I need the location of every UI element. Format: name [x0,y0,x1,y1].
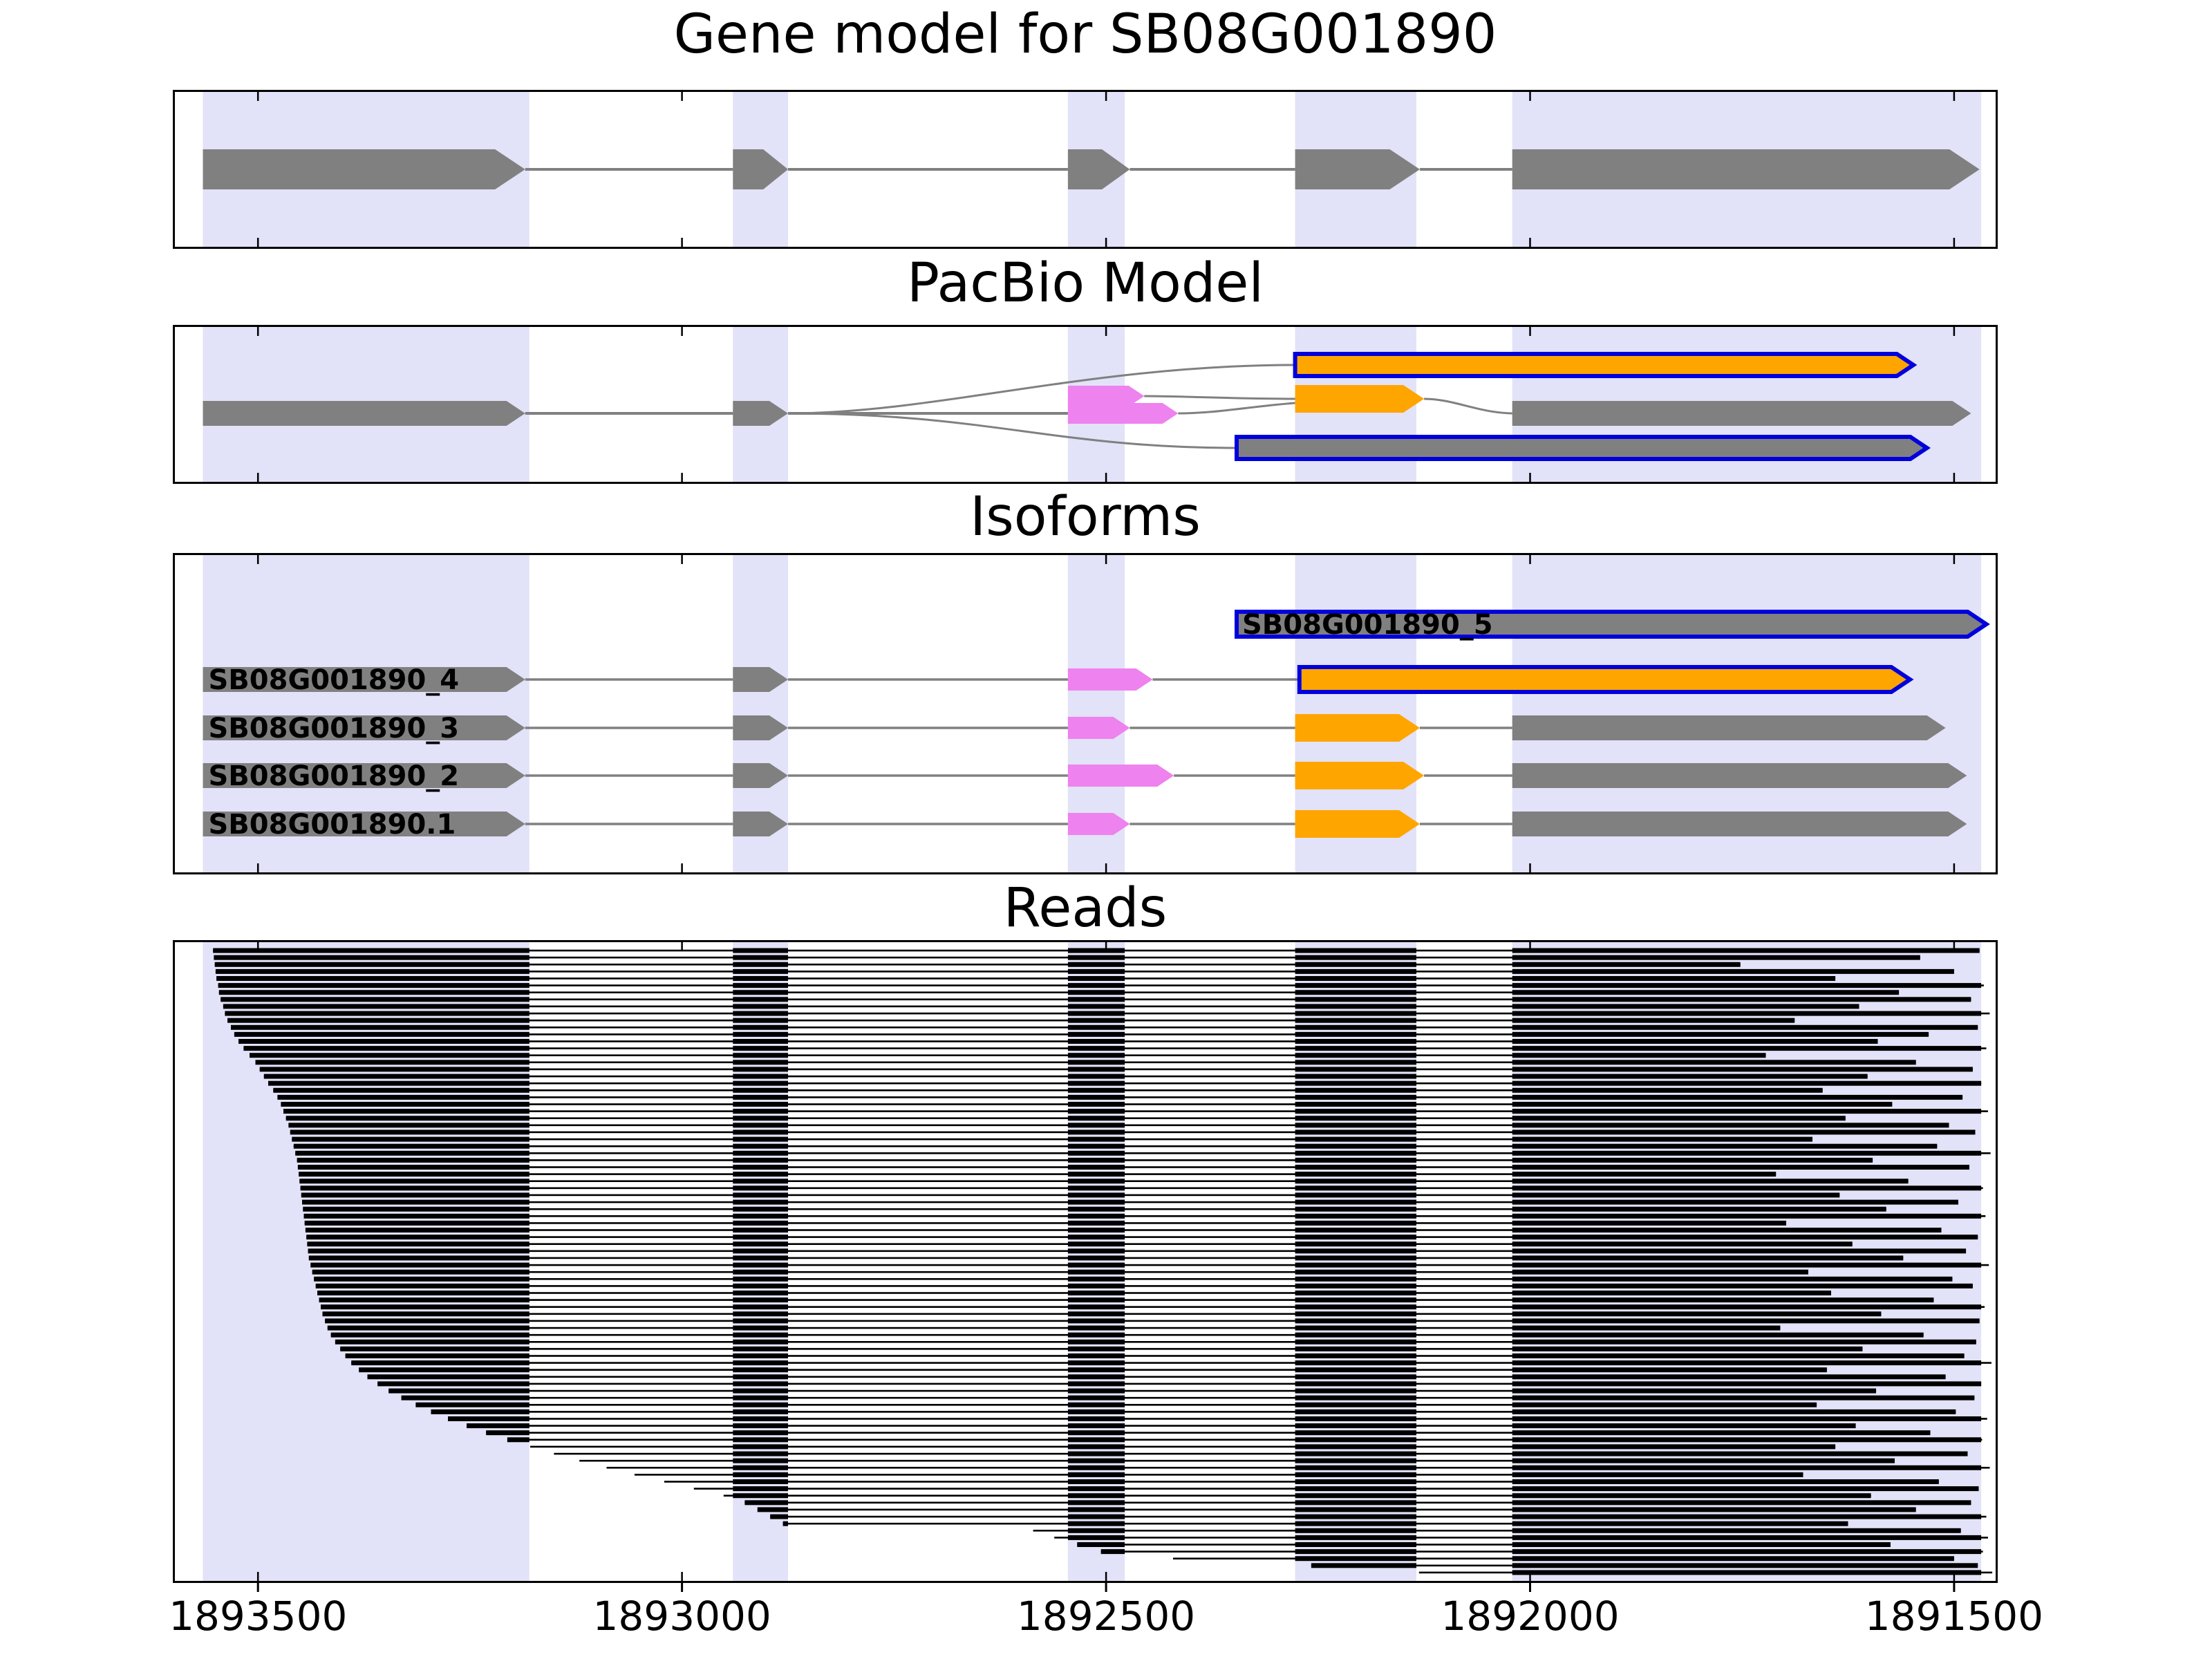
isoform-row: SB08G001890_3 [203,713,1946,744]
isoform-label: SB08G001890.1 [209,809,456,841]
axis-ticks [256,327,1956,482]
x-axis-tick-label: 1891500 [1864,1593,2044,1640]
reads-panel [173,940,1998,1592]
isoform-label: SB08G001890_5 [1242,609,1493,641]
isoform-row: SB08G001890_4 [203,664,1914,696]
pacbio-panel [173,325,1998,484]
pacbio-track [203,352,1971,461]
isoform-row: SB08G001890_5 [1235,609,1990,641]
gene-model-plot [203,92,1982,247]
isoforms-title: Isoforms [970,486,1201,548]
isoforms-plot: SB08G001890_5 SB08G001890_4 SB08G001890_3 S… [203,555,1990,872]
gene-model-track [203,149,1980,189]
x-axis-tick-label: 1893000 [592,1593,771,1640]
gene-model-title: Gene model for SB08G001890 [673,3,1497,66]
isoform-label: SB08G001890_4 [209,664,460,696]
isoform-row: SB08G001890.1 [203,809,1967,841]
x-axis-tick-label: 1893500 [169,1593,348,1640]
gene-model-panel [173,90,1998,249]
axis-ticks [256,555,1956,872]
exon-highlight-bands [203,942,1982,1581]
reads-plot [203,942,1993,1592]
isoform-label: SB08G001890_3 [209,713,460,744]
reads-title: Reads [1003,877,1168,939]
pacbio-plot [203,327,1982,482]
axis-ticks [256,92,1956,247]
isoform-label: SB08G001890_2 [209,760,460,792]
pacbio-title: PacBio Model [906,252,1264,315]
isoforms-panel: SB08G001890_5 SB08G001890_4 SB08G001890_3 S… [173,553,1998,874]
x-axis-tick-label: 1892000 [1441,1593,1620,1640]
isoform-row: SB08G001890_2 [203,760,1967,792]
x-axis-tick-label: 1892500 [1016,1593,1196,1640]
reads-layer [213,948,1993,1575]
